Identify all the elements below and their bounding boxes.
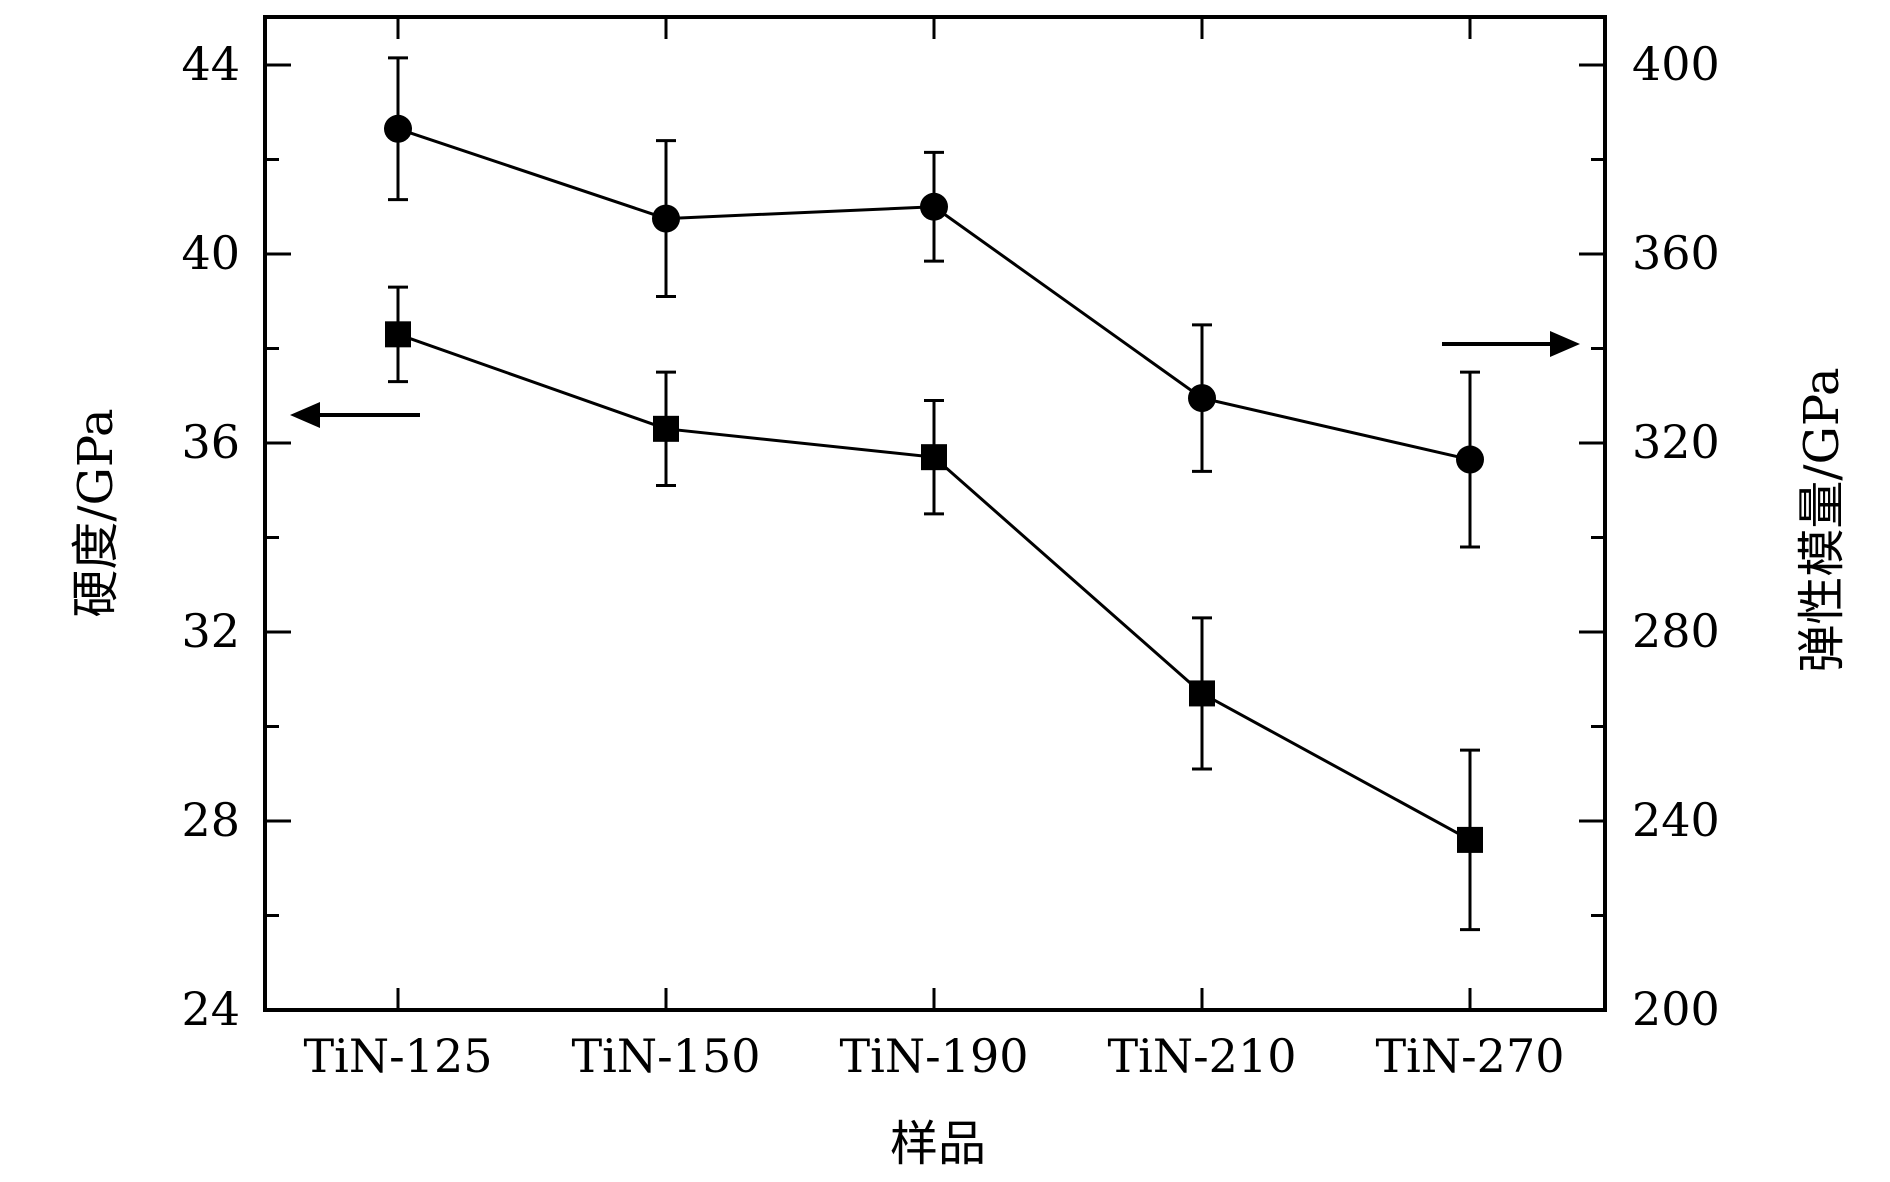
data-point-circle	[652, 204, 680, 233]
data-point-square	[921, 444, 947, 471]
data-point-square	[1189, 680, 1215, 707]
series-circle	[384, 56, 1484, 549]
right-tick-label: 400	[1632, 37, 1720, 91]
left-tick-label: 28	[181, 793, 240, 847]
left-tick-label: 32	[181, 604, 240, 658]
data-point-circle	[1188, 384, 1216, 413]
right-tick-label: 240	[1632, 793, 1720, 847]
arrow-right-head	[1550, 331, 1580, 357]
x-tick-label: TiN-210	[1108, 1029, 1297, 1083]
left-y-axis: 24 28 32 36 40 44	[181, 37, 291, 1036]
series-layer	[384, 56, 1484, 932]
x-tick-label: TiN-150	[572, 1029, 761, 1083]
right-tick-label: 360	[1632, 226, 1720, 280]
arrow-left-head	[290, 402, 320, 428]
data-point-circle	[384, 114, 412, 143]
data-point-circle	[1456, 445, 1484, 474]
annotation-layer	[290, 331, 1580, 428]
left-tick-label: 44	[181, 37, 240, 91]
left-tick-label: 36	[181, 415, 240, 469]
data-point-square	[653, 415, 679, 442]
data-point-square	[385, 321, 411, 348]
x-axis-title: 样品	[890, 1116, 986, 1172]
data-point-square	[1457, 826, 1483, 853]
x-tick-label: TiN-125	[304, 1029, 493, 1083]
series-square	[385, 285, 1483, 932]
x-tick-label: TiN-190	[840, 1029, 1029, 1083]
right-y-axis-title: 弹性模量/GPa	[1794, 367, 1850, 672]
right-y-axis: 200 240 280 320 360 400	[1579, 37, 1720, 1036]
x-tick-label: TiN-270	[1376, 1029, 1565, 1083]
left-y-axis-title: 硬度/GPa	[68, 408, 124, 617]
right-tick-label: 320	[1632, 415, 1720, 469]
right-tick-label: 280	[1632, 604, 1720, 658]
x-axis: TiN-125 TiN-150 TiN-190 TiN-210 TiN-270	[304, 17, 1565, 1083]
right-tick-label: 200	[1632, 982, 1720, 1036]
left-tick-label: 40	[181, 226, 240, 280]
left-tick-label: 24	[181, 982, 240, 1036]
data-point-circle	[920, 192, 948, 221]
